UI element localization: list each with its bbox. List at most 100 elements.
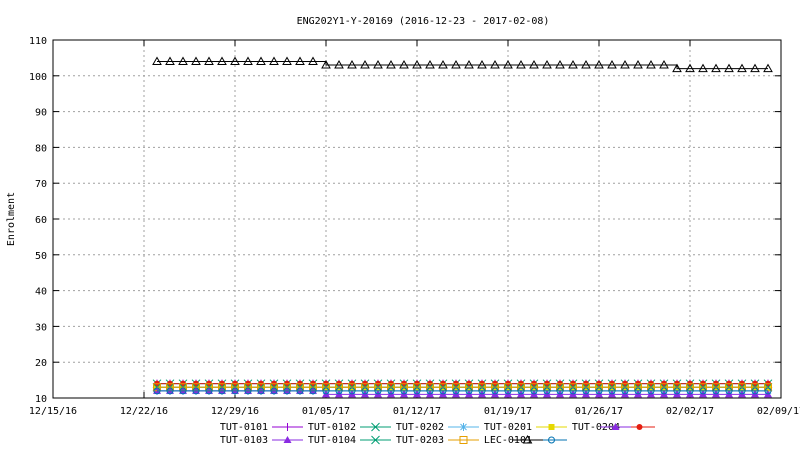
- legend-item: TUT-0201: [484, 422, 567, 433]
- triangle-marker: [204, 56, 214, 65]
- legend-label: TUT-0204: [572, 422, 620, 433]
- circle-marker: [673, 387, 681, 395]
- triangle-marker: [611, 423, 620, 430]
- circle-marker: [582, 387, 590, 395]
- triangle-marker: [373, 60, 383, 69]
- x-tick-label: 01/19/17: [484, 406, 532, 417]
- triangle-marker: [217, 56, 227, 65]
- circle-marker: [465, 387, 473, 395]
- legend-item: TUT-0102: [308, 422, 391, 433]
- circle-marker: [647, 387, 655, 395]
- triangle-marker: [503, 60, 513, 69]
- circle-marker: [699, 387, 707, 395]
- circle-marker: [153, 387, 161, 395]
- grid-lines: [53, 40, 781, 398]
- legend-item: TUT-0203: [396, 435, 479, 446]
- triangle-marker: [516, 60, 526, 69]
- triangle-marker: [412, 60, 422, 69]
- plot-frame: [52, 39, 782, 399]
- triangle-marker: [230, 56, 240, 65]
- square-marker: [548, 424, 555, 430]
- circle-marker: [348, 387, 356, 395]
- axis-ticks: 10 20 30 40 50 60 70 80 90 100 110 12/15/16 12/22/16…: [29, 36, 800, 417]
- triangle-marker: [334, 60, 344, 69]
- legend-label: TUT-0101: [220, 422, 268, 433]
- y-tick-label: 10: [35, 394, 47, 405]
- triangle-marker: [399, 60, 409, 69]
- triangle-marker: [451, 60, 461, 69]
- circle-marker: [335, 387, 343, 395]
- circle-marker: [452, 387, 460, 395]
- circle-marker: [179, 387, 187, 395]
- triangle-marker: [165, 56, 175, 65]
- triangle-marker: [672, 63, 682, 73]
- circle-marker: [621, 387, 629, 395]
- triangle-marker: [711, 63, 721, 73]
- triangle-marker: [698, 63, 708, 73]
- circle-marker: [361, 387, 369, 395]
- triangle-marker: [633, 60, 643, 69]
- series: [152, 56, 773, 73]
- legend-item: [512, 434, 543, 444]
- circle-marker: [322, 387, 330, 395]
- triangle-marker: [763, 63, 773, 73]
- square-marker: [459, 436, 468, 444]
- triangle-marker: [555, 60, 565, 69]
- triangle-marker: [522, 434, 533, 444]
- circle-marker: [491, 387, 499, 395]
- y-axis-label: Enrolment: [6, 192, 17, 246]
- cross-marker: [371, 435, 380, 445]
- x-tick-label: 12/22/16: [120, 406, 168, 417]
- legend-label: TUT-0103: [220, 435, 268, 446]
- triangle-marker: [178, 56, 188, 65]
- triangle-marker: [386, 60, 396, 69]
- circle-marker: [543, 387, 551, 395]
- triangle-marker: [620, 60, 630, 69]
- asterisk-marker: [459, 423, 468, 431]
- y-tick-label: 40: [35, 287, 47, 298]
- legend: TUT-0101 TUT-0102 TUT-0202 TUT-0201 TUT-0204…: [220, 422, 655, 446]
- triangle-marker: [490, 60, 500, 69]
- triangle-marker: [529, 60, 539, 69]
- circle-marker: [270, 387, 278, 395]
- series: [153, 387, 772, 395]
- series-group: [152, 56, 773, 398]
- legend-label: TUT-0203: [396, 435, 444, 446]
- circle-marker: [556, 387, 564, 395]
- circle-marker: [725, 387, 733, 395]
- circle-marker: [634, 387, 642, 395]
- y-tick-label: 30: [35, 322, 47, 333]
- triangle-marker: [646, 60, 656, 69]
- circle-marker: [569, 387, 577, 395]
- circle-marker: [439, 387, 447, 395]
- circle-marker: [374, 387, 382, 395]
- legend-item: TUT-0101: [220, 422, 303, 433]
- triangle-marker: [321, 60, 331, 69]
- legend-label: LEC-0101: [484, 435, 532, 446]
- circle-marker: [166, 387, 174, 395]
- circle-marker: [413, 387, 421, 395]
- triangle-marker: [283, 436, 292, 443]
- legend-item: [600, 423, 631, 430]
- x-tick-label: 12/29/16: [211, 406, 259, 417]
- circle-marker: [309, 387, 317, 395]
- x-tick-label: 01/12/17: [393, 406, 441, 417]
- circle-marker: [686, 387, 694, 395]
- triangle-marker: [425, 60, 435, 69]
- circle-marker: [426, 387, 434, 395]
- y-tick-label: 20: [35, 358, 47, 369]
- circle-marker: [192, 387, 200, 395]
- circle-marker: [517, 387, 525, 395]
- y-tick-label: 50: [35, 251, 47, 262]
- circle-marker: [636, 424, 643, 430]
- legend-label: TUT-0102: [308, 422, 356, 433]
- x-tick-label: 12/15/16: [29, 406, 77, 417]
- legend-item: TUT-0202: [396, 422, 479, 433]
- circle-marker: [478, 387, 486, 395]
- x-tick-label: 02/09/17: [757, 406, 800, 417]
- triangle-marker: [737, 63, 747, 73]
- circle-marker: [218, 387, 226, 395]
- legend-label: TUT-0104: [308, 435, 356, 446]
- circle-marker: [530, 387, 538, 395]
- triangle-marker: [438, 60, 448, 69]
